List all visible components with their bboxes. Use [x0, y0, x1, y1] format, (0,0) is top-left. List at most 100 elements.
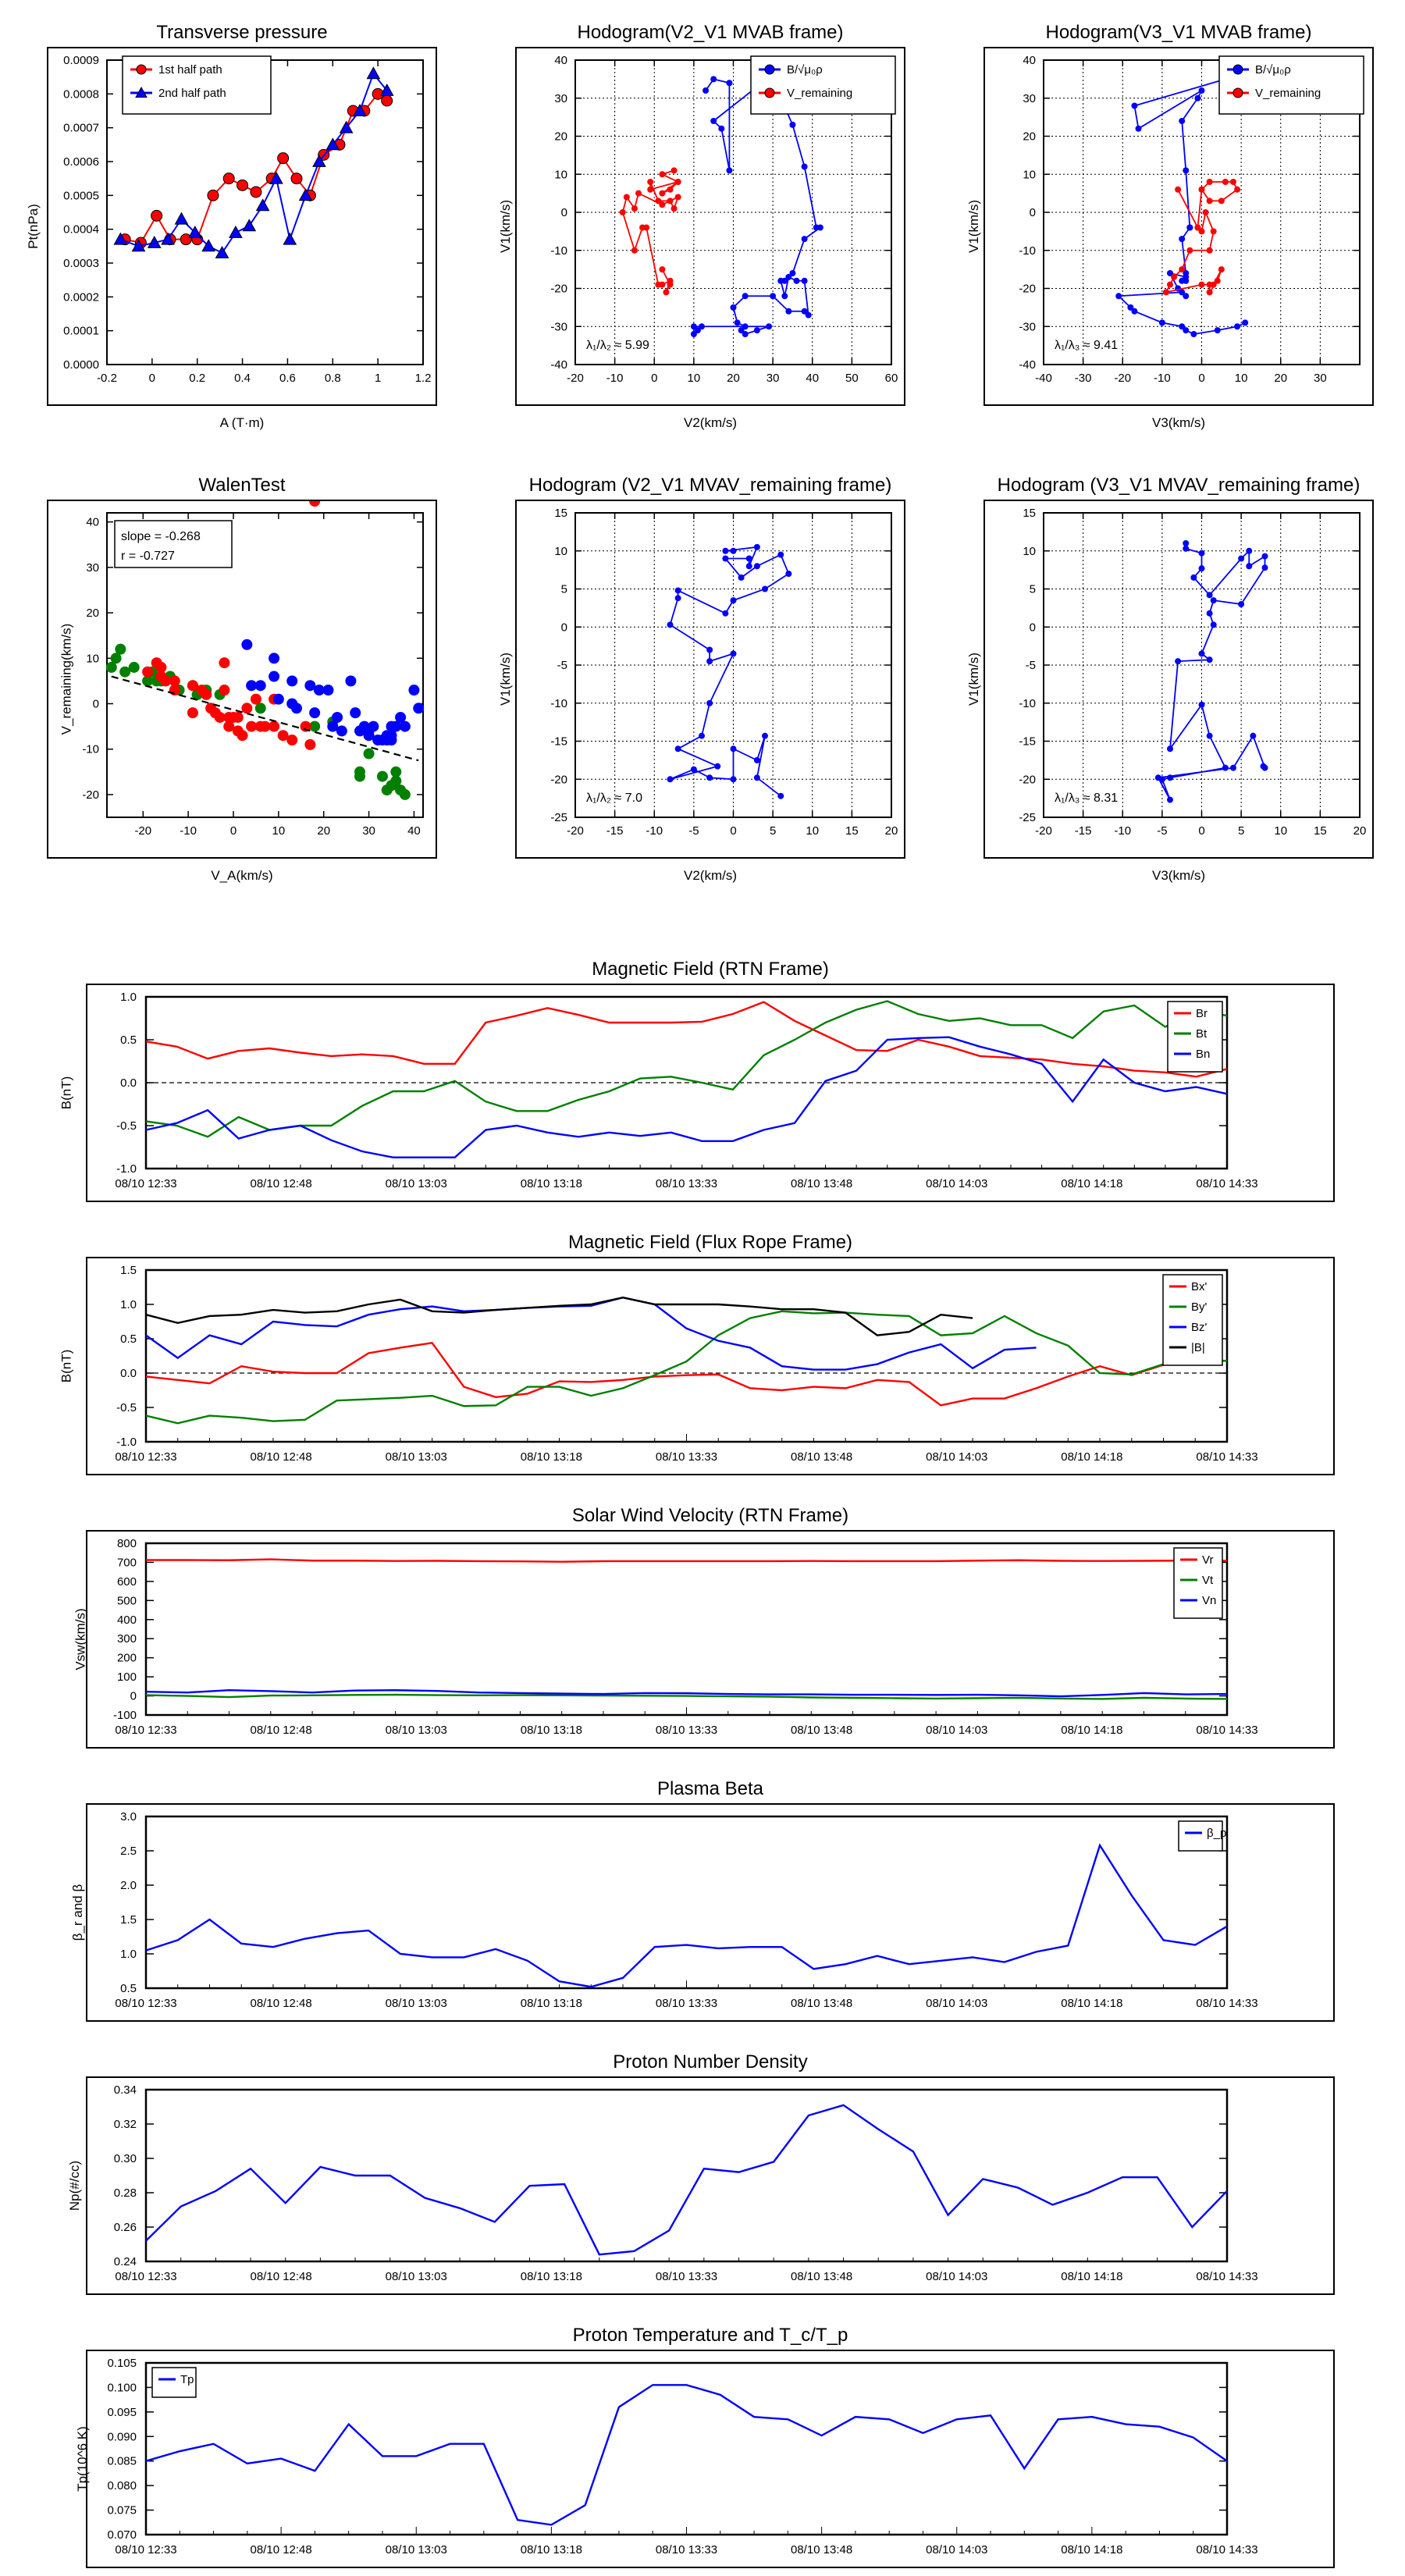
svg-text:60: 60: [885, 372, 898, 385]
svg-text:08/10 14:18: 08/10 14:18: [1061, 1177, 1122, 1190]
svg-text:5: 5: [1030, 583, 1036, 596]
svg-text:0.28: 0.28: [114, 2186, 137, 2200]
hodogram-v2v1-mvavr-svg[interactable]: -20 -15 -10 -5 0 5 10 15 20-25-20-15-10-5051015λ…: [517, 501, 907, 860]
hodogram-v2v1-mvab-svg[interactable]: -20 -10 0 10 20 30 40 50 60 -40 -30 -20 -10 0 10 20 30 40…: [517, 48, 907, 407]
hodogram-v3v1-mvavr-svg[interactable]: -20 -15 -10 -5 0 5 10 15 20-25-20-15-10-5051015λ…: [985, 501, 1375, 860]
svg-text:0.095: 0.095: [107, 2406, 137, 2419]
svg-text:08/10 12:48: 08/10 12:48: [251, 1997, 312, 2010]
svg-text:20: 20: [86, 607, 99, 620]
svg-text:400: 400: [117, 1614, 137, 1627]
svg-text:-1.0: -1.0: [116, 1436, 137, 1449]
svg-text:08/10 13:18: 08/10 13:18: [521, 1177, 582, 1190]
svg-text:08/10 12:33: 08/10 12:33: [115, 1724, 176, 1737]
svg-text:-20: -20: [1114, 372, 1131, 385]
plasma-beta-svg[interactable]: 0.5 1.0 1.5 2.0 2.5 3.0 08/10 12:33 08/10 12:48…: [87, 1805, 1336, 2023]
svg-text:0: 0: [93, 697, 99, 710]
svg-text:-20: -20: [1019, 283, 1036, 296]
svg-text:08/10 12:48: 08/10 12:48: [251, 2543, 312, 2556]
hodogram-v3v1-mvab-ylabel: V1(km/s): [966, 200, 982, 253]
svg-text:-20: -20: [550, 773, 567, 786]
svg-text:0.0004: 0.0004: [63, 223, 99, 237]
transverse-pressure-svg[interactable]: -0.2 0 0.2 0.4 0.6 0.8 1 1.2 0.0000 0.0001 0.0002 0…: [48, 48, 439, 407]
svg-text:0.0002: 0.0002: [63, 290, 99, 304]
svg-text:10: 10: [554, 545, 567, 558]
svg-text:08/10 13:18: 08/10 13:18: [521, 1724, 582, 1737]
svg-text:08/10 13:48: 08/10 13:48: [791, 1450, 852, 1464]
svg-text:08/10 12:33: 08/10 12:33: [115, 1177, 176, 1190]
svg-text:0.5: 0.5: [120, 1982, 137, 1995]
hodogram-v3v1-mvavr-ylabel: V1(km/s): [966, 653, 982, 706]
svg-text:3.0: 3.0: [120, 1810, 137, 1823]
hodogram-v3v1-mvab-svg[interactable]: -40 -30 -20 -10 0 10 20 30 -40 -30 -20 -10 0 10 20 30 40…: [985, 48, 1375, 407]
svg-text:08/10 13:03: 08/10 13:03: [386, 2270, 447, 2283]
svg-text:10: 10: [806, 824, 819, 838]
svg-text:-15: -15: [1075, 824, 1092, 838]
svg-text:40: 40: [86, 516, 99, 529]
svg-text:-0.5: -0.5: [116, 1401, 137, 1414]
svg-text:08/10 12:48: 08/10 12:48: [251, 1450, 312, 1464]
solar-wind-velocity-svg[interactable]: -100 0 100 200 300 400 500 600 700 800 08/10 12:33…: [87, 1532, 1336, 1750]
svg-text:08/10 13:18: 08/10 13:18: [521, 1997, 582, 2010]
svg-text:100: 100: [117, 1670, 137, 1684]
magnetic-field-flux-rope-title: Magnetic Field (Flux Rope Frame): [87, 1232, 1333, 1254]
svg-text:08/10 14:33: 08/10 14:33: [1196, 1177, 1257, 1190]
svg-text:|B|: |B|: [1191, 1341, 1205, 1354]
svg-text:08/10 12:33: 08/10 12:33: [115, 1450, 176, 1464]
svg-text:0: 0: [149, 372, 155, 385]
magnetic-field-flux-rope-ylabel: B(nT): [59, 1350, 74, 1383]
svg-text:08/10 12:48: 08/10 12:48: [251, 1724, 312, 1737]
svg-text:20: 20: [317, 824, 330, 838]
svg-text:λ₁/λ₃ ≈ 8.31: λ₁/λ₃ ≈ 8.31: [1055, 792, 1118, 805]
svg-text:08/10 14:33: 08/10 14:33: [1196, 1997, 1257, 2010]
solar-wind-velocity-ylabel: Vsw(km/s): [73, 1608, 89, 1670]
svg-text:0.8: 0.8: [325, 372, 341, 385]
proton-temperature-svg[interactable]: 0.070 0.075 0.080 0.085 0.090 0.095 0.100 0.105…: [87, 2351, 1336, 2570]
svg-text:-40: -40: [1019, 358, 1036, 372]
svg-text:08/10 14:33: 08/10 14:33: [1196, 2270, 1257, 2283]
svg-text:0.0003: 0.0003: [63, 257, 99, 270]
svg-text:0.24: 0.24: [114, 2255, 137, 2268]
svg-text:0.0001: 0.0001: [63, 325, 99, 338]
walen-test-panel: WalenTest V_remaining(km/s) V_A(km/s) -2…: [47, 500, 437, 859]
svg-text:0: 0: [730, 824, 736, 838]
svg-text:-20: -20: [567, 372, 584, 385]
svg-text:0.070: 0.070: [107, 2528, 137, 2542]
svg-text:-0.2: -0.2: [97, 372, 117, 385]
svg-text:20: 20: [1023, 130, 1036, 144]
svg-text:-20: -20: [567, 824, 584, 838]
svg-text:-5: -5: [1157, 824, 1167, 838]
svg-text:08/10 14:03: 08/10 14:03: [926, 2270, 987, 2283]
svg-text:-20: -20: [134, 824, 151, 838]
hodogram-v3v1-mvab-title: Hodogram(V3_V1 MVAB frame): [985, 22, 1372, 44]
magnetic-field-rtn-svg[interactable]: -1.0 -0.5 0.0 0.5 1.0 08/10 12:33 08/10 12:48 0…: [87, 985, 1336, 1204]
magnetic-field-flux-rope-panel: Magnetic Field (Flux Rope Frame) B(nT) -…: [86, 1257, 1335, 1475]
svg-text:0.085: 0.085: [107, 2455, 137, 2468]
svg-text:0.0006: 0.0006: [63, 155, 99, 169]
svg-text:10: 10: [1235, 372, 1248, 385]
proton-number-density-svg[interactable]: 0.24 0.26 0.28 0.30 0.32 0.34 08/10 12:33 08/10…: [87, 2078, 1336, 2297]
svg-text:15: 15: [1314, 824, 1327, 838]
svg-text:2nd half path: 2nd half path: [158, 87, 226, 100]
magnetic-field-flux-rope-svg[interactable]: -1.0 -0.5 0.0 0.5 1.0 1.5 08/10 12:33 08/10 12:…: [87, 1258, 1336, 1477]
svg-text:30: 30: [767, 372, 780, 385]
walen-test-svg[interactable]: -20 -10 0 10 20 30 40 -20 -10 0 10 20 30 40 slope = -0…: [48, 501, 439, 860]
svg-text:08/10 13:03: 08/10 13:03: [386, 1450, 447, 1464]
svg-text:08/10 14:03: 08/10 14:03: [926, 2543, 987, 2556]
walen-test-title: WalenTest: [48, 475, 436, 496]
svg-text:1: 1: [375, 372, 381, 385]
svg-text:08/10 14:18: 08/10 14:18: [1061, 2270, 1122, 2283]
svg-text:0: 0: [130, 1690, 137, 1703]
svg-text:20: 20: [885, 824, 898, 838]
magnetic-field-rtn-title: Magnetic Field (RTN Frame): [87, 959, 1333, 980]
svg-text:-100: -100: [113, 1709, 137, 1722]
hodogram-v2v1-mvab-ylabel: V1(km/s): [498, 200, 514, 253]
svg-text:V_remaining: V_remaining: [1255, 87, 1321, 100]
svg-text:Tp: Tp: [180, 2373, 194, 2386]
svg-text:10: 10: [272, 824, 286, 838]
proton-number-density-panel: Proton Number Density Np(#/cc) 0.24 0.26 0…: [86, 2076, 1335, 2295]
svg-text:0: 0: [1030, 621, 1036, 634]
svg-text:slope = -0.268: slope = -0.268: [121, 530, 201, 543]
hodogram-v3v1-mvab-xlabel: V3(km/s): [985, 415, 1372, 431]
svg-text:0.5: 0.5: [120, 1332, 137, 1346]
transverse-pressure-title: Transverse pressure: [48, 22, 436, 44]
